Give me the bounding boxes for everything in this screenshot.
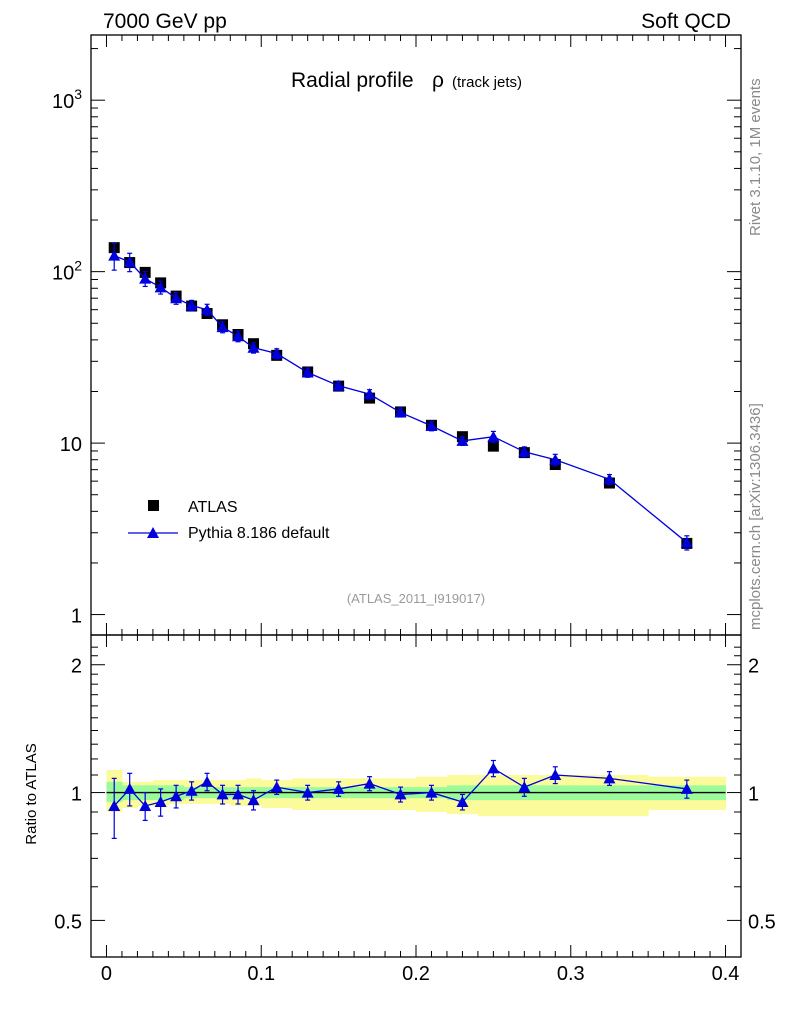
ratio-data-point bbox=[185, 784, 198, 796]
pythia-data-point bbox=[216, 321, 229, 333]
legend-marker-atlas bbox=[148, 500, 159, 511]
pythia-data-point bbox=[154, 281, 167, 293]
pythia-data-point bbox=[487, 430, 500, 442]
ratio-plot-panel: 0 0.1 0.2 0.3 0.4 0.5 0.5 1 1 2 2 Ratio to ATLAS bbox=[23, 634, 776, 985]
y-tick-exponent: 3 bbox=[74, 86, 82, 102]
y-tick-exponent: 2 bbox=[74, 258, 82, 274]
pythia-series-line bbox=[113, 255, 688, 544]
x-tick-label: 0.2 bbox=[402, 963, 430, 985]
ratio-data-point bbox=[487, 762, 500, 774]
ratio-data-point bbox=[332, 782, 345, 794]
pythia-data-point bbox=[425, 419, 438, 431]
y-tick-label: 103 bbox=[52, 86, 82, 113]
pythia-data-point bbox=[549, 453, 562, 465]
ratio-y-tick-label-left: 1 bbox=[71, 784, 82, 806]
pythia-data-point bbox=[456, 434, 469, 446]
pythia-data-point bbox=[123, 255, 136, 267]
ratio-data-point bbox=[123, 782, 136, 794]
x-tick-label: 0.4 bbox=[712, 963, 740, 985]
ratio-data-point bbox=[232, 788, 245, 800]
pythia-data-point bbox=[363, 388, 376, 400]
ratio-data-point bbox=[170, 790, 183, 802]
ratio-data-point bbox=[301, 786, 314, 798]
ratio-data-point bbox=[201, 775, 214, 787]
plot-title-sub: (track jets) bbox=[452, 74, 522, 91]
ratio-data-point bbox=[270, 781, 283, 793]
ratio-data-point bbox=[139, 799, 152, 811]
ratio-y-tick-label-left: 0.5 bbox=[54, 911, 82, 933]
ratio-y-tick-label-right: 2 bbox=[748, 656, 759, 678]
pythia-data-point bbox=[301, 366, 314, 378]
pythia-data-point bbox=[247, 341, 260, 353]
pythia-data-point bbox=[332, 379, 345, 391]
ratio-data-point bbox=[216, 788, 229, 800]
ratio-data-point bbox=[108, 799, 121, 811]
ratio-y-tick-label-left: 2 bbox=[71, 656, 82, 678]
ratio-data-point bbox=[603, 772, 616, 784]
ratio-data-point bbox=[680, 782, 693, 794]
pythia-data-point bbox=[108, 249, 121, 261]
x-tick-label: 0 bbox=[101, 963, 112, 985]
y-tick-label: 1 bbox=[71, 606, 82, 628]
ratio-y-tick-label-right: 1 bbox=[748, 784, 759, 806]
plot-title-main: Radial profile bbox=[291, 69, 414, 92]
ratio-data-point bbox=[363, 777, 376, 789]
pythia-data-point bbox=[680, 536, 693, 548]
ratio-y-tick-label-right: 0.5 bbox=[748, 911, 776, 933]
analysis-watermark: (ATLAS_2011_I919017) bbox=[347, 591, 485, 606]
legend-marker-pythia bbox=[147, 527, 159, 538]
legend-label-atlas: ATLAS bbox=[188, 499, 238, 516]
pythia-data-point bbox=[270, 347, 283, 359]
ratio-data-point bbox=[154, 796, 167, 808]
ratio-data-point bbox=[394, 788, 407, 800]
ratio-data-point bbox=[456, 796, 469, 808]
plot-title-symbol: ρ bbox=[432, 69, 444, 92]
ratio-y-axis-label: Ratio to ATLAS bbox=[23, 743, 40, 844]
pythia-data-point bbox=[603, 473, 616, 485]
side-label-bottom: mcplots.cern.ch [arXiv:1306.3436] bbox=[747, 403, 764, 630]
pythia-data-point bbox=[518, 445, 531, 457]
pythia-data-point bbox=[232, 330, 245, 342]
x-tick-label: 0.1 bbox=[247, 963, 275, 985]
main-plot-frame bbox=[90, 34, 742, 636]
ratio-series-line bbox=[113, 767, 687, 807]
pythia-data-point bbox=[394, 406, 407, 418]
ratio-data-point bbox=[549, 768, 562, 780]
header-right: Soft QCD bbox=[641, 10, 731, 33]
pythia-data-point bbox=[201, 303, 214, 315]
legend: ATLAS Pythia 8.186 default bbox=[128, 499, 330, 542]
ratio-data-point bbox=[518, 781, 531, 793]
pythia-data-point bbox=[185, 299, 198, 311]
pythia-data-point bbox=[170, 292, 183, 304]
x-tick-label: 0.3 bbox=[557, 963, 585, 985]
y-tick-label: 102 bbox=[52, 258, 82, 285]
y-tick-label: 10 bbox=[60, 434, 82, 456]
atlas-data-point bbox=[487, 440, 499, 452]
legend-label-pythia: Pythia 8.186 default bbox=[188, 525, 330, 542]
ratio-data-point bbox=[247, 794, 260, 806]
side-label-top: Rivet 3.1.10, 1M events bbox=[747, 78, 764, 236]
pythia-data-point bbox=[139, 272, 152, 284]
ratio-data-point bbox=[425, 786, 438, 798]
header-left: 7000 GeV pp bbox=[103, 10, 227, 33]
